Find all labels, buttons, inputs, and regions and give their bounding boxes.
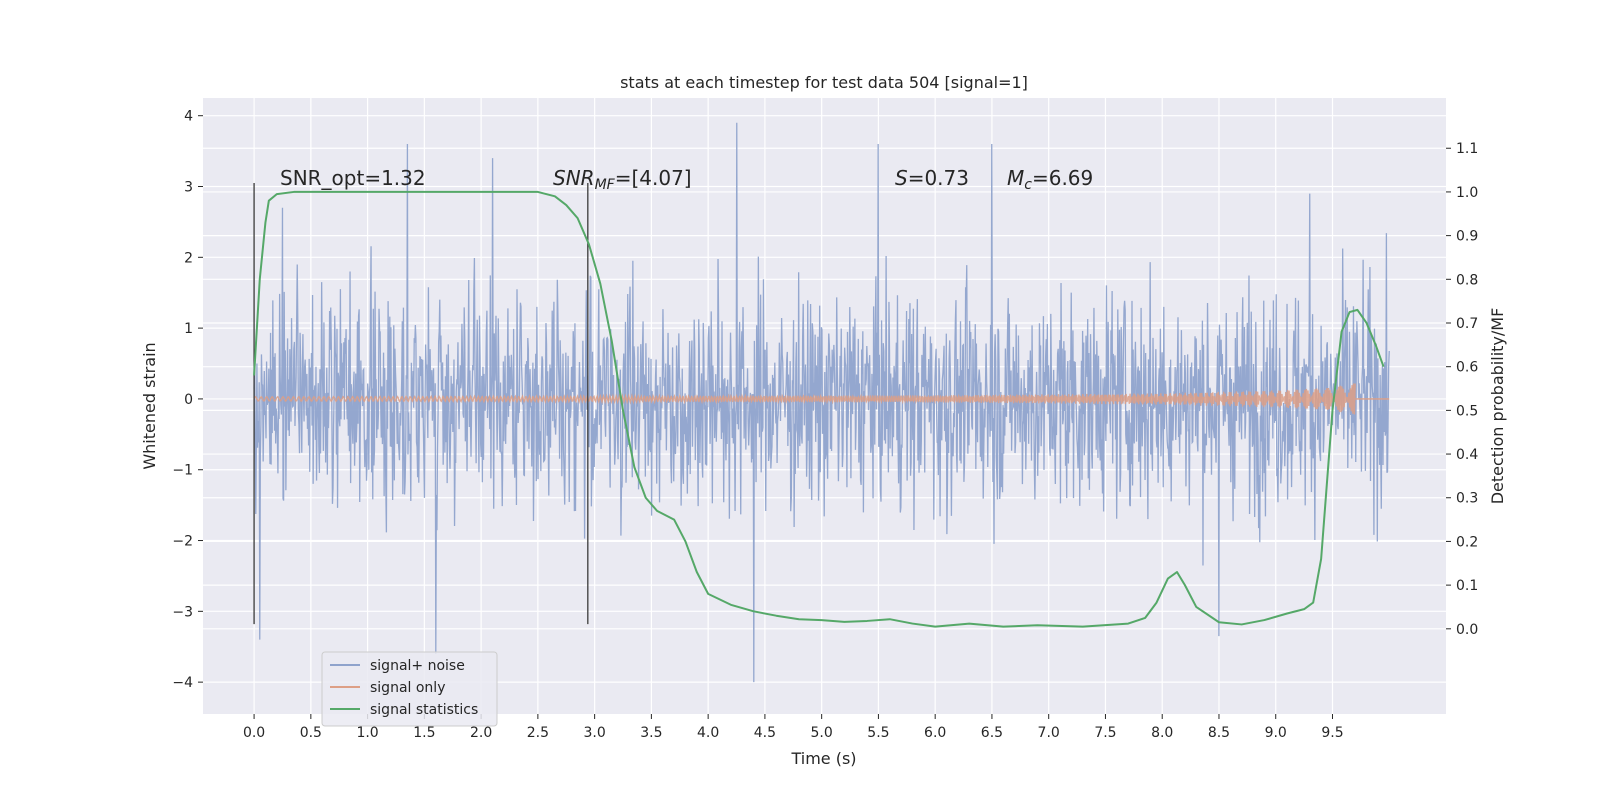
mc-subscript: c bbox=[1024, 177, 1032, 193]
y-grid bbox=[203, 115, 1446, 683]
y2-tick-label: 0.1 bbox=[1456, 578, 1478, 594]
signal-only-line bbox=[253, 383, 1356, 415]
y2-tick-label: 0.9 bbox=[1456, 229, 1478, 245]
s-prefix: S bbox=[895, 166, 908, 190]
x-tick-label: 1.5 bbox=[413, 725, 435, 741]
y2-tick-label: 0.2 bbox=[1456, 534, 1478, 550]
annotation-s: S=0.73 bbox=[895, 166, 969, 190]
legend-label-signal-statistics: signal statistics bbox=[370, 702, 478, 718]
legend: signal+ noise signal only signal statist… bbox=[321, 651, 498, 727]
x-tick-label: 3.0 bbox=[583, 725, 605, 741]
y-axis-title: Whitened strain bbox=[140, 342, 159, 469]
signal-plus-noise-series bbox=[253, 122, 1390, 683]
legend-label-signal-noise: signal+ noise bbox=[370, 658, 465, 674]
x-tick-label: 7.0 bbox=[1038, 725, 1060, 741]
y-tick-label: 0 bbox=[184, 392, 193, 408]
y-tick-label: 3 bbox=[184, 180, 193, 196]
chart-title: stats at each timestep for test data 504… bbox=[620, 73, 1028, 92]
signal-plus-noise-line bbox=[253, 122, 1390, 683]
x-tick-label: 9.5 bbox=[1321, 725, 1343, 741]
x-axis-ticks: 0.0 0.5 1.0 1.5 2.0 2.5 3.0 3.5 4.0 4.5 5.0 5.5 6.0 6… bbox=[243, 714, 1344, 741]
x-tick-label: 5.0 bbox=[811, 725, 833, 741]
x-tick-label: 8.5 bbox=[1208, 725, 1230, 741]
vertical-markers bbox=[253, 182, 589, 625]
y-tick-label: −3 bbox=[172, 604, 193, 620]
y2-axis-ticks: 0.0 0.1 0.2 0.3 0.4 0.5 0.6 0.7 0.8 0.9 1.0 1.1 bbox=[1446, 141, 1478, 638]
x-tick-label: 4.0 bbox=[697, 725, 719, 741]
y2-tick-label: 0.0 bbox=[1456, 622, 1478, 638]
signal-only-series bbox=[253, 383, 1390, 415]
x-tick-label: 3.5 bbox=[640, 725, 662, 741]
snr-mf-subscript: MF bbox=[595, 177, 616, 193]
y-tick-label: 2 bbox=[184, 250, 193, 266]
mc-prefix: M bbox=[1007, 166, 1024, 190]
x-tick-label: 6.5 bbox=[981, 725, 1003, 741]
x-tick-label: 5.5 bbox=[867, 725, 889, 741]
y2-axis-title: Detection probability/MF bbox=[1488, 308, 1507, 505]
x-tick-label: 8.0 bbox=[1151, 725, 1173, 741]
annotation-snr-mf: SNRMF=[4.07] bbox=[553, 166, 692, 193]
x-tick-label: 6.0 bbox=[924, 725, 946, 741]
snr-mf-prefix: SNR bbox=[553, 166, 595, 190]
y2-tick-label: 1.0 bbox=[1456, 185, 1478, 201]
signal-statistics-series bbox=[253, 190, 1385, 628]
x-tick-label: 7.5 bbox=[1094, 725, 1116, 741]
signal-statistics-line bbox=[253, 190, 1385, 628]
x-tick-label: 9.0 bbox=[1265, 725, 1287, 741]
y-tick-label: −4 bbox=[172, 675, 193, 691]
legend-label-signal-only: signal only bbox=[370, 680, 445, 696]
y2-tick-label: 0.7 bbox=[1456, 316, 1478, 332]
snr-mf-value: =[4.07] bbox=[615, 166, 692, 190]
s-value: =0.73 bbox=[908, 166, 969, 190]
y-tick-label: 4 bbox=[184, 109, 193, 125]
y-tick-label: 1 bbox=[184, 321, 193, 337]
x-axis-title: Time (s) bbox=[790, 749, 856, 768]
x-tick-label: 0.5 bbox=[300, 725, 322, 741]
y2-tick-label: 1.1 bbox=[1456, 141, 1478, 157]
annotation-mc: Mc=6.69 bbox=[1007, 166, 1093, 193]
x-tick-label: 1.0 bbox=[356, 725, 378, 741]
mc-value: =6.69 bbox=[1032, 166, 1093, 190]
x-tick-label: 2.0 bbox=[470, 725, 492, 741]
x-tick-label: 4.5 bbox=[754, 725, 776, 741]
y2-tick-label: 0.8 bbox=[1456, 272, 1478, 288]
y2-tick-label: 0.6 bbox=[1456, 360, 1478, 376]
annotation-snr-opt: SNR_opt=1.32 bbox=[280, 166, 426, 190]
y2-tick-label: 0.3 bbox=[1456, 491, 1478, 507]
y-tick-label: −2 bbox=[172, 534, 193, 550]
y2-tick-label: 0.4 bbox=[1456, 447, 1478, 463]
y2-tick-label: 0.5 bbox=[1456, 403, 1478, 419]
y-axis-ticks: 4 3 2 1 0 −1 −2 −3 −4 bbox=[172, 109, 203, 691]
y-tick-label: −1 bbox=[172, 463, 193, 479]
x-tick-label: 0.0 bbox=[243, 725, 265, 741]
x-tick-label: 2.5 bbox=[527, 725, 549, 741]
legend-box bbox=[321, 651, 498, 727]
